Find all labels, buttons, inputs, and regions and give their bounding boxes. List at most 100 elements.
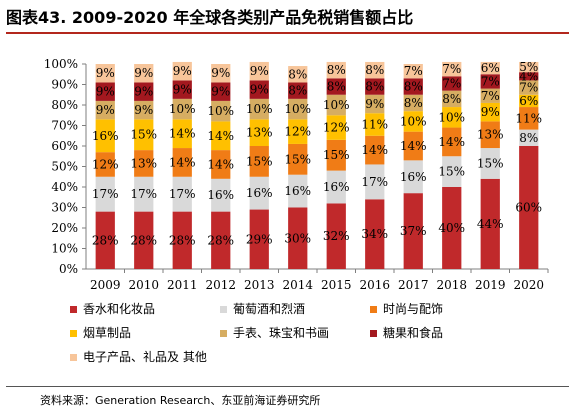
bar-segment (134, 176, 154, 212)
bar-segment (288, 98, 308, 120)
data-label: 28% (207, 233, 234, 247)
x-tick-label: 2011 (167, 278, 198, 292)
bar-segment (365, 113, 385, 136)
data-label: 7% (404, 64, 423, 78)
bar-segment (326, 61, 346, 79)
data-label: 9% (481, 105, 500, 119)
data-label: 37% (400, 224, 427, 238)
bar-segment (365, 61, 385, 79)
bar-segment (403, 193, 423, 269)
bar-segment (172, 61, 192, 81)
bar-segment (95, 211, 115, 269)
bar-segment (480, 148, 500, 179)
data-label: 32% (323, 229, 350, 243)
data-label: 34% (361, 227, 388, 241)
x-tick-label: 2013 (244, 278, 275, 292)
data-label: 8% (327, 80, 346, 94)
bar-segment (95, 100, 115, 120)
bar-segment (211, 121, 231, 151)
legend-swatch (370, 306, 377, 313)
data-label: 7% (481, 74, 500, 88)
data-label: 29% (246, 232, 273, 246)
legend-label: 时尚与配饰 (383, 302, 444, 316)
bar-segment (403, 94, 423, 112)
bar-segment (288, 82, 308, 99)
legend-entry: 葡萄酒和烈酒 (220, 300, 305, 318)
data-label: 14% (361, 143, 388, 157)
bar-segment (172, 98, 192, 120)
bar-segment (442, 90, 462, 108)
bar-segment (442, 187, 462, 269)
bar-segment (249, 61, 269, 81)
y-tick-label: 60% (51, 139, 78, 153)
bar-segment (288, 143, 308, 175)
legend-label: 葡萄酒和烈酒 (233, 302, 306, 316)
data-label: 5% (519, 60, 538, 74)
y-tick-label: 10% (51, 242, 78, 256)
bar-segment (519, 129, 539, 146)
data-label: 7% (481, 89, 500, 103)
bar-segment (365, 164, 385, 200)
stacked-bar-chart: 0% 10% 20% 30% 40% 50% 60% 70% 80% 90% 100% 28% 17% 1… (44, 57, 549, 292)
data-label: 15% (477, 156, 504, 170)
legend-swatch (70, 330, 77, 337)
legend-entry: 时尚与配饰 (370, 300, 443, 318)
data-label: 9% (134, 66, 153, 80)
data-label: 13% (246, 126, 273, 140)
bar-segment (519, 80, 539, 95)
bar-segment (442, 156, 462, 187)
data-label: 8% (442, 92, 461, 106)
data-label: 14% (438, 135, 465, 149)
data-label: 10% (323, 98, 350, 112)
bar-segment (172, 119, 192, 149)
bar-segment (519, 107, 539, 130)
data-label: 14% (400, 139, 427, 153)
bar-segment (480, 88, 500, 103)
bar-segment (172, 211, 192, 269)
data-label: 9% (96, 66, 115, 80)
data-label: 40% (438, 221, 465, 235)
bar-segment (403, 131, 423, 161)
bar-segment (365, 94, 385, 114)
data-label: 7% (442, 62, 461, 76)
data-label: 9% (134, 85, 153, 99)
bar-segment (326, 203, 346, 269)
data-label: 8% (519, 131, 538, 145)
data-label: 30% (284, 231, 311, 245)
data-label: 17% (361, 175, 388, 189)
data-label: 10% (246, 102, 273, 116)
data-label: 8% (365, 63, 384, 77)
bar-segment (134, 100, 154, 120)
data-label: 9% (173, 64, 192, 78)
data-label: 8% (288, 67, 307, 81)
x-tick-label: 2014 (282, 278, 313, 292)
x-tick-label: 2017 (398, 278, 429, 292)
y-tick-label: 80% (51, 98, 78, 112)
bar-segment (326, 170, 346, 204)
bar-segment (211, 211, 231, 269)
bar-segment (211, 178, 231, 212)
y-tick-label: 40% (51, 180, 78, 194)
bar-segment (519, 146, 539, 269)
legend-swatch (70, 306, 77, 313)
x-tick-label: 2012 (205, 278, 236, 292)
data-label: 44% (477, 217, 504, 231)
bar-segment (134, 82, 154, 101)
bar-segment (442, 127, 462, 157)
data-label: 9% (250, 83, 269, 97)
bar-segment (134, 64, 154, 83)
data-label: 14% (169, 127, 196, 141)
bar-segment (403, 78, 423, 95)
x-tick-label: 2009 (90, 278, 121, 292)
data-label: 15% (323, 148, 350, 162)
bar-segment (249, 80, 269, 99)
bar-segment (95, 152, 115, 177)
legend-swatch (70, 354, 77, 361)
bar-segment (249, 98, 269, 120)
data-label: 15% (438, 165, 465, 179)
bar-segment (442, 107, 462, 128)
legend-entry: 香水和化妆品 (70, 300, 155, 318)
bar-segment (95, 82, 115, 101)
bar-segment (211, 150, 231, 179)
bar-segment (326, 115, 346, 140)
